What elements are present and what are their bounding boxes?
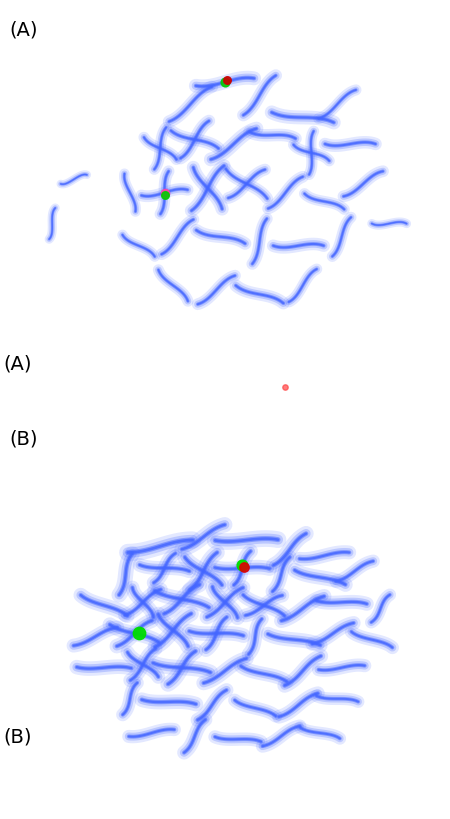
Point <box>238 559 246 572</box>
Point <box>241 560 248 573</box>
Text: (A): (A) <box>4 355 32 374</box>
Point <box>161 186 168 199</box>
Text: (A): (A) <box>9 20 37 39</box>
Point <box>162 188 169 201</box>
Text: (B): (B) <box>4 727 32 747</box>
Point <box>221 75 229 88</box>
Point <box>135 627 142 640</box>
Point <box>282 381 289 394</box>
Point <box>224 73 231 86</box>
Text: (B): (B) <box>9 430 37 449</box>
